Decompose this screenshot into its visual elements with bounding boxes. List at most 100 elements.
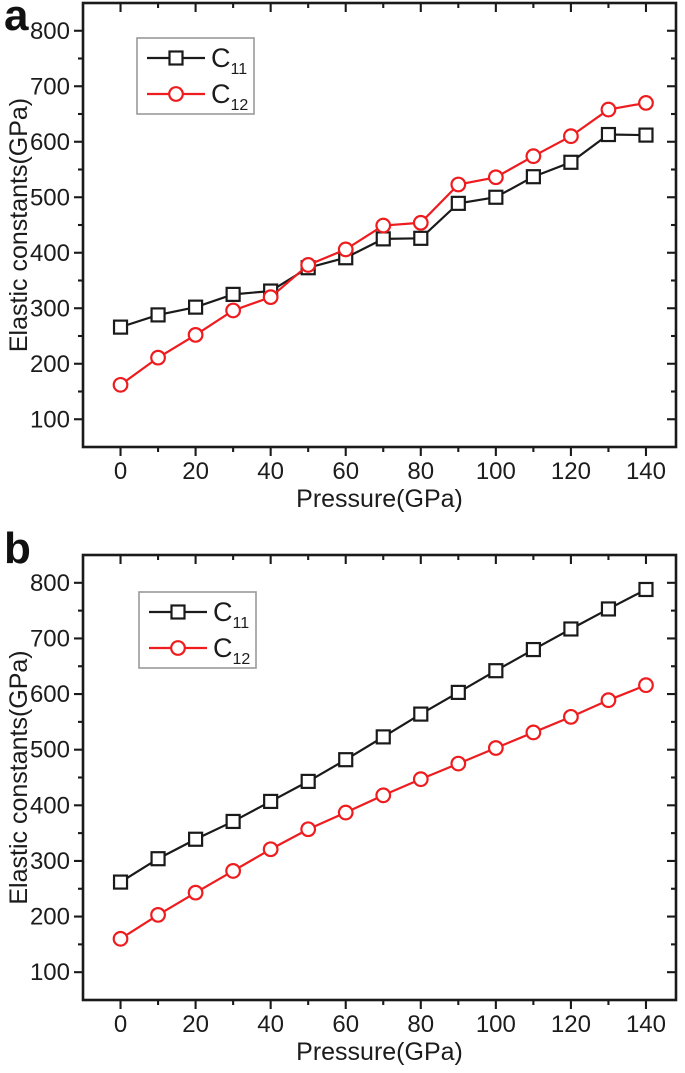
y-tick-label: 300 <box>30 848 70 875</box>
circle-marker <box>525 724 542 741</box>
square-marker <box>638 127 654 143</box>
y-axis-title: Elastic constants(GPa) <box>5 98 33 352</box>
x-tick-label: 80 <box>407 458 434 485</box>
legend-entry-C12: C12 <box>149 633 250 668</box>
y-tick-label: 100 <box>30 406 70 433</box>
y-tick-label: 400 <box>30 240 70 267</box>
circle-marker <box>487 169 504 186</box>
y-axis-title: Elastic constants(GPa) <box>5 650 33 904</box>
square-marker <box>563 621 579 637</box>
panel-label-b: b <box>4 524 31 573</box>
circle-marker <box>225 863 242 879</box>
x-tick-label: 0 <box>114 1011 127 1038</box>
circle-marker <box>563 708 579 725</box>
series-C12 <box>112 677 654 947</box>
y-tick-labels: 100 200 300 400 500 600 700 800 <box>30 18 70 434</box>
x-tick-label: 20 <box>182 458 209 485</box>
series-C12 <box>112 94 654 393</box>
y-tick-labels: 100 200 300 400 500 600 700 800 <box>30 570 70 986</box>
y-tick-label: 600 <box>30 129 70 156</box>
x-tick-label: 140 <box>626 458 666 485</box>
y-tick-label: 100 <box>30 959 70 986</box>
x-tick-label: 0 <box>114 458 127 485</box>
square-marker <box>525 641 541 658</box>
square-marker <box>450 195 466 211</box>
y-tick-label: 500 <box>30 737 70 764</box>
plot-frame <box>81 1 678 449</box>
y-tick-label: 500 <box>30 184 70 211</box>
circle-marker <box>337 241 354 258</box>
x-tick-label: 60 <box>332 1011 359 1038</box>
circle-marker <box>375 787 392 804</box>
square-marker <box>563 154 579 170</box>
circle-marker <box>600 101 617 118</box>
legend-entry-C12: C12 <box>147 79 248 114</box>
x-axis-title: Pressure(GPa) <box>296 1038 463 1066</box>
circle-marker <box>225 302 242 319</box>
chart-panel-b: 0 20 40 60 80 100 120 140 100 200 300 400 500 600 700 8… <box>5 553 678 1066</box>
square-marker <box>638 581 654 598</box>
y-tick-label: 800 <box>30 570 70 597</box>
circle-marker <box>450 176 467 193</box>
circle-marker <box>450 755 467 772</box>
y-tick-label: 300 <box>30 295 70 322</box>
panel-label-a: a <box>4 0 29 40</box>
y-tick-label: 700 <box>30 73 70 100</box>
x-tick-label: 20 <box>182 1011 209 1038</box>
circle-marker <box>600 692 617 709</box>
circle-marker <box>563 128 579 145</box>
legend-label: C12 <box>213 633 250 668</box>
square-marker <box>168 50 184 66</box>
legend-entry-C11: C11 <box>149 597 249 632</box>
circle-marker <box>412 214 429 231</box>
square-marker <box>263 793 279 810</box>
circle-marker <box>300 257 317 273</box>
circle-marker <box>150 906 166 923</box>
x-tick-label: 100 <box>476 1011 516 1038</box>
square-marker <box>375 729 391 745</box>
y-tick-label: 200 <box>30 904 70 931</box>
square-marker <box>488 663 504 679</box>
legend-box <box>136 37 255 115</box>
axis-ticks <box>74 3 676 456</box>
circle-marker <box>638 677 654 694</box>
legend-label: C11 <box>213 597 249 632</box>
square-marker <box>413 230 429 246</box>
x-tick-label: 120 <box>551 458 591 485</box>
legend-box <box>138 591 257 669</box>
square-marker <box>187 299 204 315</box>
chart-panel-a: 0 20 40 60 80 100 120 140 100 200 300 400 500 600 700 8… <box>5 1 678 513</box>
circle-marker <box>187 884 204 901</box>
circle-marker <box>187 326 204 343</box>
circle-marker <box>337 804 354 821</box>
square-marker <box>112 319 129 335</box>
x-tick-label: 40 <box>257 1011 284 1038</box>
y-tick-label: 400 <box>30 792 70 819</box>
square-marker <box>150 307 166 323</box>
y-tick-label: 700 <box>30 625 70 652</box>
circle-marker <box>150 349 166 366</box>
x-tick-label: 80 <box>407 1011 434 1038</box>
circle-marker <box>487 740 504 756</box>
square-marker <box>450 684 466 700</box>
legend-entry-C11: C11 <box>147 43 247 78</box>
x-tick-label: 140 <box>626 1011 666 1038</box>
square-marker <box>170 604 186 620</box>
circle-marker <box>525 148 542 165</box>
circle-marker <box>375 217 392 234</box>
square-marker <box>187 831 204 847</box>
square-marker <box>225 813 241 830</box>
square-marker <box>112 874 129 890</box>
plot-frame <box>81 553 678 1002</box>
square-marker <box>150 851 166 867</box>
circle-marker <box>638 94 654 111</box>
x-tick-labels: 0 20 40 60 80 100 120 140 <box>114 458 666 485</box>
legend-label: C12 <box>211 79 248 114</box>
square-marker <box>375 231 391 247</box>
x-tick-label: 100 <box>476 458 516 485</box>
y-tick-label: 800 <box>30 18 70 45</box>
